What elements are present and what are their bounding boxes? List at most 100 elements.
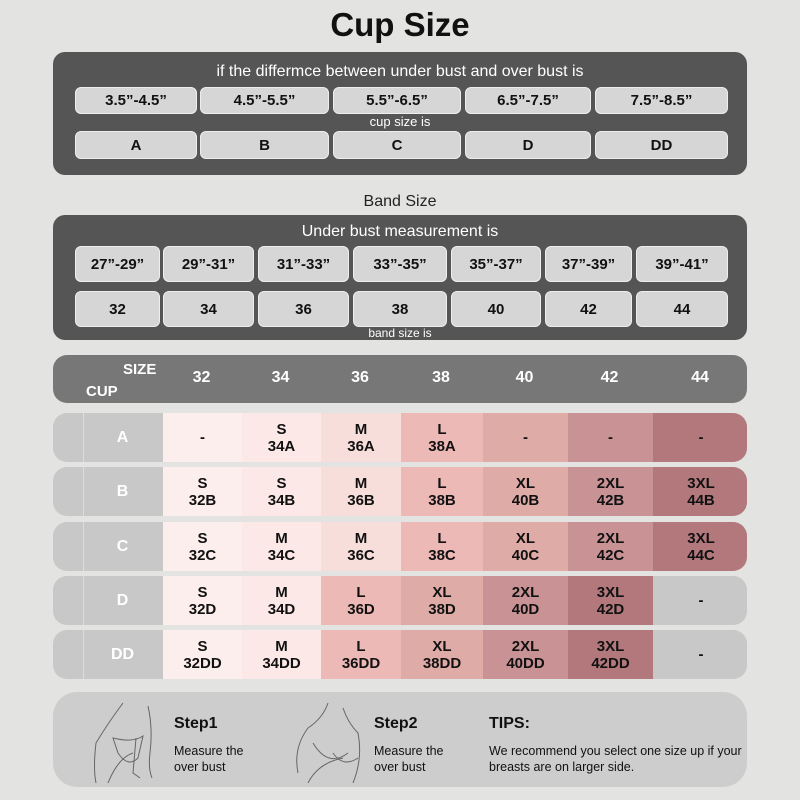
size-letter: 2XL bbox=[596, 474, 625, 492]
size-letter: XL bbox=[432, 583, 452, 601]
size-letter: 2XL bbox=[596, 529, 625, 547]
table-row: DD S 32DD M 34DD L 36DD XL 38DD 2XL 40DD 3XL 42DD - bbox=[53, 630, 747, 679]
tips-text: We recommend you select one size up if y… bbox=[489, 744, 742, 774]
size-letter: M bbox=[275, 583, 288, 601]
step2-illustration-icon bbox=[296, 702, 361, 783]
band-size-cell: 44 bbox=[636, 291, 728, 327]
band-range-cell: 37”-39” bbox=[545, 246, 632, 282]
cup-range-cell: 6.5”-7.5” bbox=[465, 87, 591, 114]
cup-row-label: D bbox=[83, 576, 161, 625]
size-cell: S 34A bbox=[242, 413, 321, 462]
band-range-cell: 27”-29” bbox=[75, 246, 160, 282]
bra-size: 38D bbox=[428, 600, 456, 618]
table-row: D S 32D M 34D L 36D XL 38D 2XL 40D 3XL 42D - bbox=[53, 576, 747, 625]
cup-range-cell: 5.5”-6.5” bbox=[333, 87, 461, 114]
cup-mid-caption: cup size is bbox=[369, 114, 431, 129]
bra-size: 40C bbox=[511, 546, 540, 564]
bra-size: 36C bbox=[347, 546, 375, 564]
size-letter: L bbox=[437, 474, 447, 492]
column-header: 40 bbox=[515, 369, 534, 386]
column-header: 44 bbox=[691, 369, 709, 386]
page-title: Cup Size bbox=[330, 6, 470, 43]
band-range-cell: 33”-35” bbox=[353, 246, 447, 282]
size-letter: - bbox=[698, 592, 704, 609]
cup-row-label: DD bbox=[83, 630, 161, 679]
size-cell: S 32D bbox=[163, 576, 242, 625]
cup-range-cell: 3.5”-4.5” bbox=[75, 87, 197, 114]
size-letter: M bbox=[354, 529, 368, 547]
size-cell: S 32B bbox=[163, 467, 242, 516]
size-cell: 2XL 42C bbox=[568, 522, 653, 571]
size-letter: L bbox=[437, 529, 447, 547]
size-letter: S bbox=[197, 474, 208, 492]
column-header: 36 bbox=[351, 369, 369, 386]
size-letter: 3XL bbox=[596, 637, 625, 655]
size-cell: L 38B bbox=[401, 467, 483, 516]
cup-size-cell: B bbox=[200, 131, 329, 159]
band-range-cell: 31”-33” bbox=[258, 246, 349, 282]
size-cell: L 38C bbox=[401, 522, 483, 571]
table-row: A - S 34A M 36A L 38A - - - bbox=[53, 413, 747, 462]
band-size-cell: 38 bbox=[353, 291, 447, 327]
size-letter: M bbox=[275, 637, 288, 655]
size-cell: S 32DD bbox=[163, 630, 242, 679]
step2-text: Measure the over bust bbox=[374, 744, 444, 774]
size-letter: L bbox=[356, 583, 366, 601]
bra-size: 34A bbox=[267, 437, 296, 455]
size-letter: - bbox=[698, 429, 704, 446]
size-cell: L 36DD bbox=[321, 630, 401, 679]
band-range-cell: 29”-31” bbox=[163, 246, 254, 282]
step1-illustration-icon bbox=[94, 702, 153, 783]
band-size-panel: Under bust measurement is band size is 2… bbox=[53, 215, 747, 340]
cup-range-cell: 7.5”-8.5” bbox=[595, 87, 728, 114]
cup-size-cell: A bbox=[75, 131, 197, 159]
bra-size: 36DD bbox=[341, 654, 381, 672]
size-letter: - bbox=[608, 429, 613, 446]
bra-size: 42DD bbox=[591, 654, 630, 672]
size-label: SIZE bbox=[123, 361, 157, 378]
bra-size: 44C bbox=[687, 546, 715, 564]
size-letter: XL bbox=[515, 529, 536, 547]
bra-size: 34DD bbox=[262, 654, 301, 672]
step1-text: Measure the over bust bbox=[174, 744, 244, 774]
size-letter: XL bbox=[432, 637, 452, 655]
size-letter: - bbox=[698, 646, 704, 663]
size-letter: S bbox=[197, 583, 208, 601]
size-cell: M 34C bbox=[242, 522, 321, 571]
size-cell: L 36D bbox=[321, 576, 401, 625]
bra-size: 32D bbox=[188, 600, 217, 618]
size-cell: M 36A bbox=[321, 413, 401, 462]
size-cell: 3XL 44C bbox=[653, 522, 747, 571]
band-range-cell: 39”-41” bbox=[636, 246, 728, 282]
size-cell: 3XL 44B bbox=[653, 467, 747, 516]
band-size-cell: 34 bbox=[163, 291, 254, 327]
size-cell: XL 38DD bbox=[401, 630, 483, 679]
size-cell: 2XL 42B bbox=[568, 467, 653, 516]
band-bottom-caption: band size is bbox=[368, 326, 432, 340]
bra-size: 40DD bbox=[506, 654, 545, 672]
band-size-cell: 32 bbox=[75, 291, 160, 327]
size-letter: M bbox=[275, 529, 288, 547]
bra-size: 36A bbox=[347, 437, 375, 455]
bra-size: 42D bbox=[596, 600, 625, 618]
size-cell: M 34DD bbox=[242, 630, 321, 679]
bra-size: 36D bbox=[347, 600, 375, 618]
step1-title: Step1 bbox=[174, 715, 218, 732]
size-cell: - bbox=[163, 413, 242, 462]
tips-panel: Step1 Measure the over bust Step2 Measur… bbox=[53, 692, 747, 787]
cup-range-cell: 4.5”-5.5” bbox=[200, 87, 329, 114]
bra-size: 40B bbox=[511, 491, 540, 509]
bra-size: 38B bbox=[428, 491, 456, 509]
size-cell: - bbox=[653, 413, 747, 462]
bra-size: 32C bbox=[188, 546, 217, 564]
bra-size: 36B bbox=[347, 491, 375, 509]
band-size-cell: 36 bbox=[258, 291, 349, 327]
band-size-title: Band Size bbox=[363, 193, 437, 210]
size-cell: 2XL 40DD bbox=[483, 630, 568, 679]
bra-size: 34B bbox=[267, 491, 296, 509]
bra-size: 38A bbox=[428, 437, 456, 455]
size-letter: S bbox=[197, 637, 208, 655]
bra-size: 44B bbox=[687, 491, 715, 509]
bra-size: 32DD bbox=[183, 654, 222, 672]
cup-size-panel: if the differmce between under bust and … bbox=[53, 52, 747, 175]
